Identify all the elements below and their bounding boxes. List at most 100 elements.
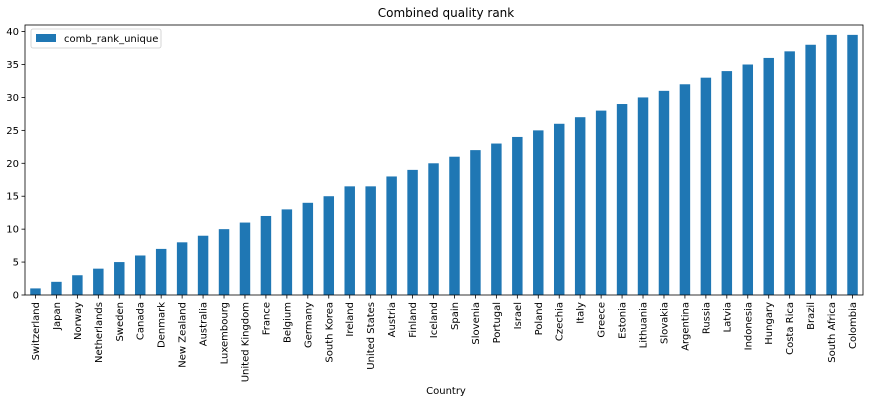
bar-australia bbox=[197, 235, 209, 295]
x-tick-label: Indonesia bbox=[743, 302, 754, 350]
bar-belgium bbox=[281, 209, 293, 295]
x-tick-label: Latvia bbox=[722, 302, 733, 332]
bar-luxembourg bbox=[218, 229, 230, 295]
x-tick-label: France bbox=[261, 302, 272, 335]
x-tick-label: Germany bbox=[303, 302, 314, 348]
y-tick-label: 30 bbox=[6, 93, 19, 104]
bar-brazil bbox=[805, 44, 816, 296]
bar-argentina bbox=[679, 84, 691, 296]
x-tick-label: Estonia bbox=[618, 302, 629, 339]
x-tick-label: Netherlands bbox=[94, 302, 105, 363]
bar-costa-rica bbox=[784, 51, 795, 296]
bar-norway bbox=[72, 275, 83, 295]
x-tick-label: Costa Rica bbox=[785, 302, 796, 355]
legend-label: comb_rank_unique bbox=[64, 34, 158, 45]
bar-switzerland bbox=[30, 288, 41, 295]
x-tick-label: Spain bbox=[450, 302, 461, 330]
x-tick-label: Belgium bbox=[282, 302, 293, 343]
bar-new-zealand bbox=[176, 242, 188, 295]
x-tick-label: Russia bbox=[701, 302, 712, 334]
x-tick-label: United States bbox=[366, 302, 377, 370]
x-tick-label: New Zealand bbox=[178, 302, 189, 368]
bar-slovenia bbox=[470, 150, 481, 295]
x-tick-label: Australia bbox=[199, 302, 210, 346]
x-tick-label: Portugal bbox=[492, 302, 503, 343]
x-tick-label: Finland bbox=[408, 302, 419, 338]
y-axis: 0 5 10 15 20 25 30 35 40 bbox=[6, 27, 25, 302]
x-tick-label: Poland bbox=[534, 302, 545, 335]
bar-germany bbox=[302, 202, 314, 295]
bars-group bbox=[30, 34, 858, 296]
x-tick-label: Slovenia bbox=[471, 302, 482, 345]
bar-slovakia bbox=[658, 90, 670, 295]
chart-title: Combined quality rank bbox=[378, 6, 515, 20]
bar-estonia bbox=[616, 104, 628, 296]
y-tick-label: 40 bbox=[6, 27, 19, 38]
x-axis-label: Country bbox=[426, 386, 466, 397]
x-tick-label: South Korea bbox=[324, 302, 335, 363]
x-tick-label: Ireland bbox=[345, 302, 356, 337]
bar-iceland bbox=[428, 163, 439, 295]
bar-portugal bbox=[491, 143, 502, 295]
bar-israel bbox=[512, 136, 523, 295]
x-tick-label: Denmark bbox=[157, 302, 168, 348]
bar-indonesia bbox=[742, 64, 754, 295]
bar-lithuania bbox=[637, 97, 649, 295]
y-tick-label: 25 bbox=[6, 126, 19, 137]
y-tick-label: 35 bbox=[6, 60, 19, 71]
bar-denmark bbox=[155, 248, 167, 295]
x-tick-label: United Kingdom bbox=[240, 302, 251, 382]
bar-italy bbox=[574, 117, 586, 295]
y-tick-label: 10 bbox=[6, 225, 19, 236]
bar-ireland bbox=[344, 186, 355, 295]
x-tick-label: Israel bbox=[513, 302, 524, 329]
bar-russia bbox=[700, 77, 712, 296]
x-tick-label: Sweden bbox=[115, 302, 126, 342]
y-tick-label: 5 bbox=[13, 258, 19, 269]
bar-spain bbox=[449, 156, 460, 295]
bar-canada bbox=[134, 255, 146, 295]
x-tick-label: Argentina bbox=[680, 302, 691, 351]
bar-netherlands bbox=[93, 268, 104, 295]
legend-box bbox=[30, 28, 162, 49]
x-tick-label: Brazil bbox=[806, 302, 817, 330]
bar-latvia bbox=[721, 71, 733, 295]
y-tick-label: 0 bbox=[13, 291, 19, 302]
bar-south-africa bbox=[826, 34, 837, 295]
x-tick-label: Slovakia bbox=[659, 302, 670, 344]
y-tick-label: 20 bbox=[6, 159, 19, 170]
bar-south-korea bbox=[323, 196, 335, 295]
legend-swatch bbox=[36, 34, 56, 42]
x-tick-label: Czechia bbox=[555, 302, 566, 341]
x-tick-label: Greece bbox=[597, 302, 608, 338]
x-tick-label: Canada bbox=[136, 302, 147, 340]
x-tick-label: Luxembourg bbox=[220, 302, 231, 364]
x-tick-label: Colombia bbox=[848, 302, 859, 349]
x-tick-label: Austria bbox=[387, 302, 398, 337]
plot-frame bbox=[24, 24, 864, 296]
bar-greece bbox=[595, 110, 607, 295]
bar-united-kingdom bbox=[239, 222, 251, 295]
bar-finland bbox=[407, 169, 418, 295]
bar-japan bbox=[51, 281, 62, 295]
x-axis: Switzerland Japan Norway Netherlands Sweden C… bbox=[31, 295, 859, 382]
y-tick-label: 15 bbox=[6, 192, 19, 203]
x-tick-label: Hungary bbox=[764, 302, 775, 345]
x-tick-label: South Africa bbox=[827, 302, 838, 363]
x-tick-label: Italy bbox=[576, 302, 587, 324]
bar-united-states bbox=[365, 186, 376, 295]
x-tick-label: Iceland bbox=[429, 302, 440, 338]
x-tick-label: Switzerland bbox=[31, 302, 42, 360]
bar-france bbox=[260, 215, 272, 295]
x-tick-label: Lithuania bbox=[639, 302, 650, 348]
bar-czechia bbox=[553, 123, 565, 295]
bar-hungary bbox=[763, 57, 774, 296]
bar-austria bbox=[386, 176, 397, 295]
x-tick-label: Norway bbox=[73, 302, 84, 340]
bar-poland bbox=[533, 130, 544, 295]
bar-colombia bbox=[847, 34, 858, 295]
legend: comb_rank_unique bbox=[30, 28, 162, 49]
bar-sweden bbox=[114, 262, 125, 295]
x-tick-label: Japan bbox=[52, 302, 63, 331]
